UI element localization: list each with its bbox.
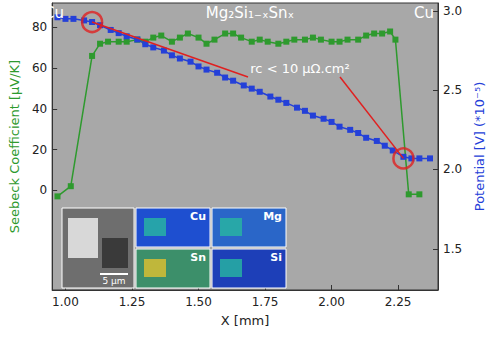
svg-text:2.5: 2.5 [443, 83, 462, 97]
svg-text:0: 0 [40, 183, 48, 197]
svg-text:1.00: 1.00 [52, 295, 79, 309]
svg-text:3.0: 3.0 [443, 4, 462, 18]
svg-text:1.75: 1.75 [252, 295, 279, 309]
svg-text:Mg₂Si₁₋ₓSnₓ: Mg₂Si₁₋ₓSnₓ [206, 4, 294, 22]
svg-text:1.50: 1.50 [185, 295, 212, 309]
svg-text:80: 80 [32, 20, 47, 34]
svg-text:60: 60 [32, 61, 47, 75]
svg-text:1.25: 1.25 [119, 295, 146, 309]
svg-text:2.0: 2.0 [443, 162, 462, 176]
svg-text:1.5: 1.5 [443, 242, 462, 256]
svg-text:5 μm: 5 μm [102, 276, 125, 286]
svg-text:Potential [V] (*10⁻⁵): Potential [V] (*10⁻⁵) [472, 82, 487, 212]
svg-text:Si: Si [270, 251, 282, 264]
svg-text:Mg: Mg [263, 210, 282, 223]
svg-text:Cu: Cu [414, 4, 434, 22]
svg-text:Sn: Sn [190, 251, 206, 264]
svg-text:Cu: Cu [44, 4, 64, 22]
svg-text:40: 40 [32, 102, 47, 116]
svg-text:rc < 10 μΩ.cm²: rc < 10 μΩ.cm² [250, 61, 349, 76]
svg-text:2.00: 2.00 [318, 295, 345, 309]
svg-text:Seebeck Coefficient [μV/K]: Seebeck Coefficient [μV/K] [7, 60, 22, 233]
svg-text:20: 20 [32, 143, 47, 157]
svg-text:X [mm]: X [mm] [221, 313, 270, 328]
svg-text:2.25: 2.25 [385, 295, 412, 309]
svg-text:Cu: Cu [190, 210, 206, 223]
